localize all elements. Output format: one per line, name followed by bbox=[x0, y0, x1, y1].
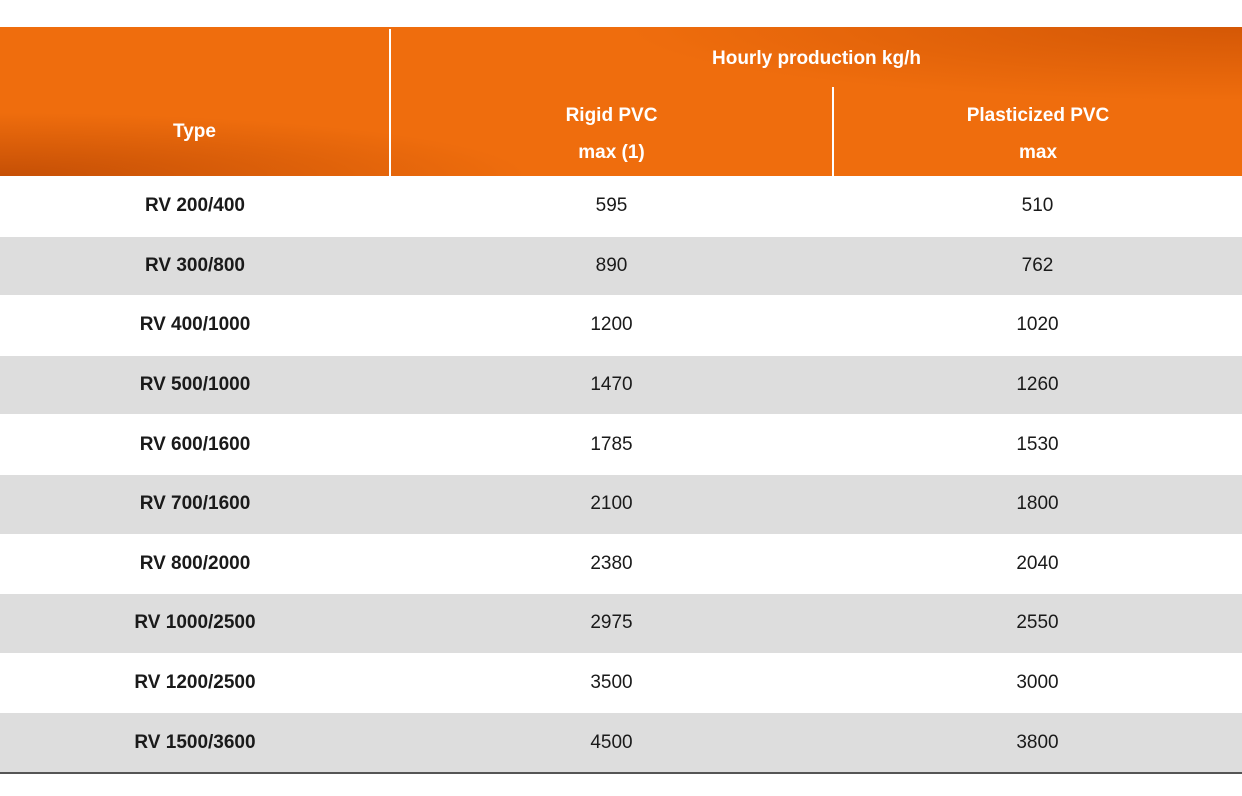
table-header: Type Hourly production kg/h Rigid PVC ma… bbox=[0, 27, 1242, 176]
type-cell: RV 800/2000 bbox=[139, 552, 251, 574]
rigid-pvc-cell: 2975 bbox=[590, 612, 633, 634]
plasticized-pvc-cell: 2040 bbox=[1016, 552, 1059, 574]
table-body: RV 200/400 595 510 RV 300/800 890 762 RV 400/1… bbox=[0, 176, 1242, 772]
table-row: RV 800/2000 2380 2040 bbox=[0, 533, 1242, 594]
plasticized-pvc-cell: 3800 bbox=[1016, 731, 1059, 753]
rigid-pvc-cell: 2380 bbox=[590, 552, 633, 574]
table-row: RV 300/800 890 762 bbox=[0, 235, 1242, 296]
type-cell: RV 1200/2500 bbox=[134, 672, 256, 694]
table-row: RV 600/1600 1785 1530 bbox=[0, 414, 1242, 474]
type-cell: RV 200/400 bbox=[144, 195, 245, 217]
plasticized-pvc-cell: 1800 bbox=[1016, 493, 1059, 515]
header-divider bbox=[389, 29, 391, 176]
rigid-pvc-cell: 1785 bbox=[590, 433, 633, 455]
plasticized-pvc-cell: 2550 bbox=[1016, 612, 1059, 634]
header-plasticized-pvc-sub: max bbox=[1018, 142, 1058, 163]
header-rigid-pvc-sub: max (1) bbox=[578, 142, 645, 163]
table-row: RV 500/1000 1470 1260 bbox=[0, 354, 1242, 415]
header-divider bbox=[832, 87, 834, 176]
rigid-pvc-cell: 1470 bbox=[590, 374, 633, 396]
table-row: RV 1500/3600 4500 3800 bbox=[0, 712, 1242, 772]
type-cell: RV 400/1000 bbox=[139, 314, 251, 336]
type-cell: RV 600/1600 bbox=[139, 433, 251, 455]
rigid-pvc-cell: 890 bbox=[595, 254, 628, 276]
table-row: RV 700/1600 2100 1800 bbox=[0, 473, 1242, 534]
rigid-pvc-cell: 4500 bbox=[590, 731, 633, 753]
bottom-rule bbox=[0, 771, 1242, 774]
type-cell: RV 1000/2500 bbox=[134, 612, 256, 634]
rigid-pvc-cell: 595 bbox=[595, 195, 628, 217]
header-rigid-pvc: Rigid PVC bbox=[565, 105, 658, 126]
type-cell: RV 500/1000 bbox=[139, 374, 251, 396]
header-type: Type bbox=[173, 121, 216, 142]
table-row: RV 1200/2500 3500 3000 bbox=[0, 652, 1242, 713]
plasticized-pvc-cell: 1530 bbox=[1016, 433, 1059, 455]
type-cell: RV 300/800 bbox=[144, 254, 245, 276]
table-row: RV 1000/2500 2975 2550 bbox=[0, 593, 1242, 653]
table-row: RV 400/1000 1200 1020 bbox=[0, 295, 1242, 355]
plasticized-pvc-cell: 510 bbox=[1021, 195, 1054, 217]
type-cell: RV 700/1600 bbox=[139, 493, 251, 515]
plasticized-pvc-cell: 762 bbox=[1021, 254, 1054, 276]
plasticized-pvc-cell: 1260 bbox=[1016, 374, 1059, 396]
production-table: Type Hourly production kg/h Rigid PVC ma… bbox=[0, 27, 1242, 774]
type-cell: RV 1500/3600 bbox=[134, 731, 256, 753]
rigid-pvc-cell: 2100 bbox=[590, 493, 633, 515]
plasticized-pvc-cell: 3000 bbox=[1016, 672, 1059, 694]
plasticized-pvc-cell: 1020 bbox=[1016, 314, 1059, 336]
rigid-pvc-cell: 3500 bbox=[590, 672, 633, 694]
table-row: RV 200/400 595 510 bbox=[0, 176, 1242, 236]
rigid-pvc-cell: 1200 bbox=[590, 314, 633, 336]
header-plasticized-pvc: Plasticized PVC bbox=[966, 105, 1110, 126]
header-hourly-production: Hourly production kg/h bbox=[712, 48, 921, 69]
